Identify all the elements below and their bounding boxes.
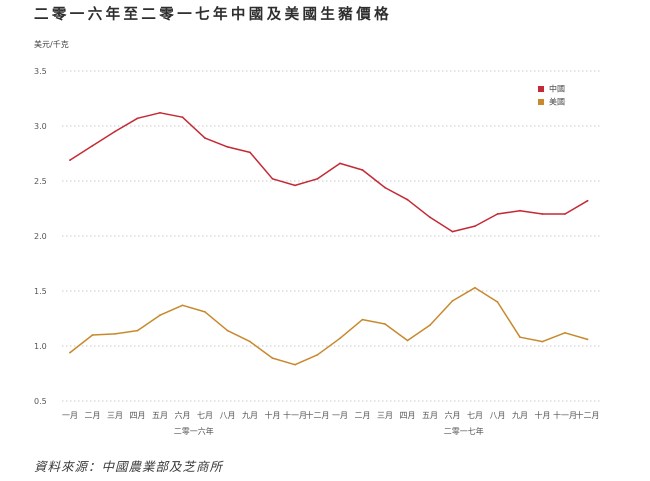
data-point (114, 130, 116, 133)
x-tick-label: 六月 (445, 410, 461, 420)
x-tick-label: 八月 (490, 411, 506, 420)
x-tick-label: 三月 (107, 411, 123, 420)
x-tick-label: 十二月 (576, 410, 600, 420)
data-point (339, 162, 341, 165)
x-tick-label: 六月 (175, 410, 191, 420)
x-tick-label: 五月 (422, 411, 438, 420)
data-point (406, 339, 409, 342)
legend-label: 中國 (549, 84, 565, 94)
data-point (91, 334, 94, 336)
data-point (429, 216, 431, 219)
year-group-label: 二零一六年 (174, 426, 214, 436)
data-point (316, 353, 319, 356)
data-point (451, 230, 454, 233)
data-point (519, 209, 521, 212)
x-tick-label: 二月 (85, 411, 101, 420)
data-point (271, 357, 274, 359)
y-tick-label: 2.5 (34, 177, 47, 186)
y-tick-label: 1.0 (34, 342, 47, 351)
grid-lines (62, 70, 600, 402)
x-tick-label: 九月 (242, 411, 258, 420)
data-point (474, 286, 476, 289)
data-point (384, 186, 386, 189)
legend-swatch (538, 86, 544, 92)
data-point (226, 146, 229, 148)
data-point (451, 300, 454, 302)
data-point (406, 198, 409, 201)
x-tick-label: 七月 (467, 411, 483, 420)
data-point (249, 151, 251, 154)
chart-title: 二零一六年至二零一七年中國及美國生豬價格 (34, 7, 392, 23)
data-point (136, 329, 139, 332)
x-tick-label: 八月 (220, 411, 236, 420)
y-tick-label: 3.5 (34, 67, 47, 76)
data-point (339, 337, 341, 340)
data-point (361, 169, 364, 171)
x-tick-label: 五月 (152, 411, 168, 420)
x-tick-label: 十二月 (306, 410, 330, 420)
x-tick-label: 一月 (62, 411, 78, 420)
x-tick-label: 一月 (332, 411, 348, 420)
data-point (564, 331, 566, 334)
data-point (226, 329, 229, 332)
data-point (541, 340, 544, 343)
y-tick-label: 2.0 (34, 232, 47, 241)
x-tick-label: 三月 (377, 411, 393, 420)
x-tick-label: 二月 (355, 411, 371, 420)
data-point (496, 301, 499, 303)
x-tick-label: 七月 (197, 411, 213, 420)
data-point (181, 304, 184, 307)
data-point (91, 144, 94, 147)
data-point (204, 137, 206, 140)
data-point (586, 199, 589, 202)
series-lines (69, 111, 589, 366)
x-tick-label: 十月 (535, 410, 551, 420)
data-point (361, 318, 364, 321)
data-point (181, 116, 184, 119)
data-point (136, 117, 139, 120)
data-point (69, 159, 71, 162)
y-tick-label: 1.5 (34, 287, 47, 296)
data-point (316, 177, 319, 180)
data-point (519, 336, 521, 339)
data-point (541, 213, 544, 215)
legend-label: 美國 (549, 97, 565, 107)
data-point (496, 213, 499, 215)
data-point (429, 324, 431, 326)
x-tick-label: 十一月 (553, 410, 577, 420)
series-line-china (69, 112, 589, 233)
x-tick-label: 四月 (130, 411, 146, 420)
data-point (204, 311, 206, 313)
source-note: 資料來源：中國農業部及芝商所 (34, 459, 224, 474)
data-point (69, 351, 71, 354)
data-point (586, 338, 589, 341)
y-tick-label: 0.5 (34, 397, 47, 406)
x-tick-label: 十一月 (283, 410, 307, 420)
data-point (159, 314, 161, 317)
year-group-label: 二零一七年 (444, 426, 484, 436)
series-line-usa (69, 286, 589, 366)
data-point (564, 213, 566, 215)
legend-swatch (538, 99, 544, 105)
data-point (271, 177, 274, 180)
x-tick-label: 九月 (512, 411, 528, 420)
data-point (474, 225, 476, 228)
data-point (159, 111, 161, 114)
data-point (294, 363, 296, 366)
y-tick-label: 3.0 (34, 122, 47, 131)
data-point (384, 323, 386, 325)
x-tick-label: 十月 (265, 410, 281, 420)
data-point (249, 340, 251, 343)
data-point (114, 333, 116, 335)
y-axis-unit-label: 美元/千克 (34, 39, 69, 49)
y-axis-ticks: 3.5 3.0 2.5 2.0 1.5 1.0 0.5 (34, 67, 47, 406)
x-tick-label: 四月 (400, 411, 416, 420)
data-point (294, 184, 296, 187)
